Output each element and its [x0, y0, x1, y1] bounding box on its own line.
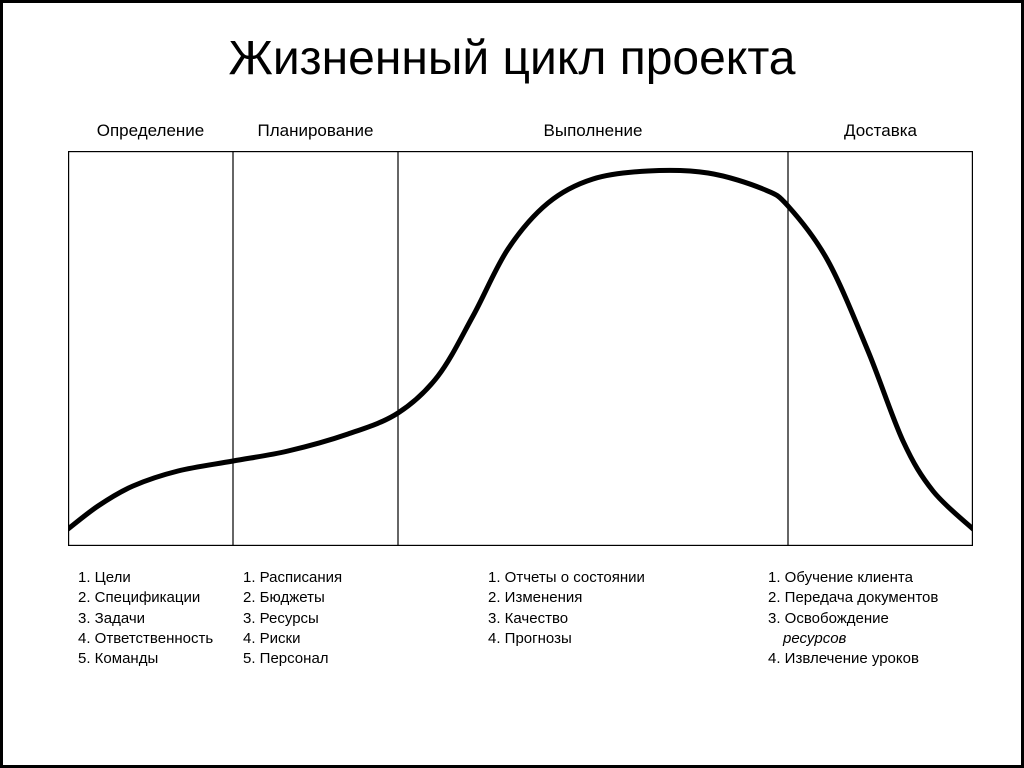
phase-label: Доставка — [788, 121, 973, 141]
phase-list-item: 2. Передача документов — [768, 588, 978, 608]
phase-list-item: 3. Ресурсы — [243, 609, 403, 629]
phase-label: Определение — [68, 121, 233, 141]
phase-list-item: 4. Риски — [243, 629, 403, 649]
phase-list: 1. Расписания2. Бюджеты3. Ресурсы4. Риск… — [243, 568, 403, 669]
phase-label: Выполнение — [398, 121, 788, 141]
phase-label: Планирование — [233, 121, 398, 141]
phase-list-item: 4. Прогнозы — [488, 629, 708, 649]
phase-list-item: 4. Ответственность — [78, 629, 238, 649]
phase-list-item: 4. Извлечение уроков — [768, 649, 978, 669]
phase-list-item: ресурсов — [783, 629, 978, 649]
phase-list-item: 2. Изменения — [488, 588, 708, 608]
phase-list-item: 3. Освобождение — [768, 609, 978, 629]
phase-list-item: 2. Спецификации — [78, 588, 238, 608]
phase-list-item: 1. Отчеты о состоянии — [488, 568, 708, 588]
phase-labels-row: ОпределениеПланированиеВыполнениеДоставк… — [68, 121, 973, 151]
slide-frame: Жизненный цикл проекта Уровень усилий Оп… — [0, 0, 1024, 768]
phase-list: 1. Цели2. Спецификации3. Задачи4. Ответс… — [78, 568, 238, 669]
phase-list-item: 2. Бюджеты — [243, 588, 403, 608]
phase-list-item: 1. Расписания — [243, 568, 403, 588]
phase-list: 1. Обучение клиента2. Передача документо… — [768, 568, 978, 669]
phase-list-item: 5. Персонал — [243, 649, 403, 669]
page-title: Жизненный цикл проекта — [3, 31, 1021, 86]
phase-list-item: 5. Команды — [78, 649, 238, 669]
phase-list: 1. Отчеты о состоянии2. Изменения3. Каче… — [488, 568, 708, 649]
phase-list-item: 1. Цели — [78, 568, 238, 588]
phase-list-item: 3. Качество — [488, 609, 708, 629]
lifecycle-curve-chart — [68, 151, 973, 546]
phase-list-item: 1. Обучение клиента — [768, 568, 978, 588]
chart-area: ОпределениеПланированиеВыполнениеДоставк… — [68, 121, 973, 546]
phase-list-item: 3. Задачи — [78, 609, 238, 629]
